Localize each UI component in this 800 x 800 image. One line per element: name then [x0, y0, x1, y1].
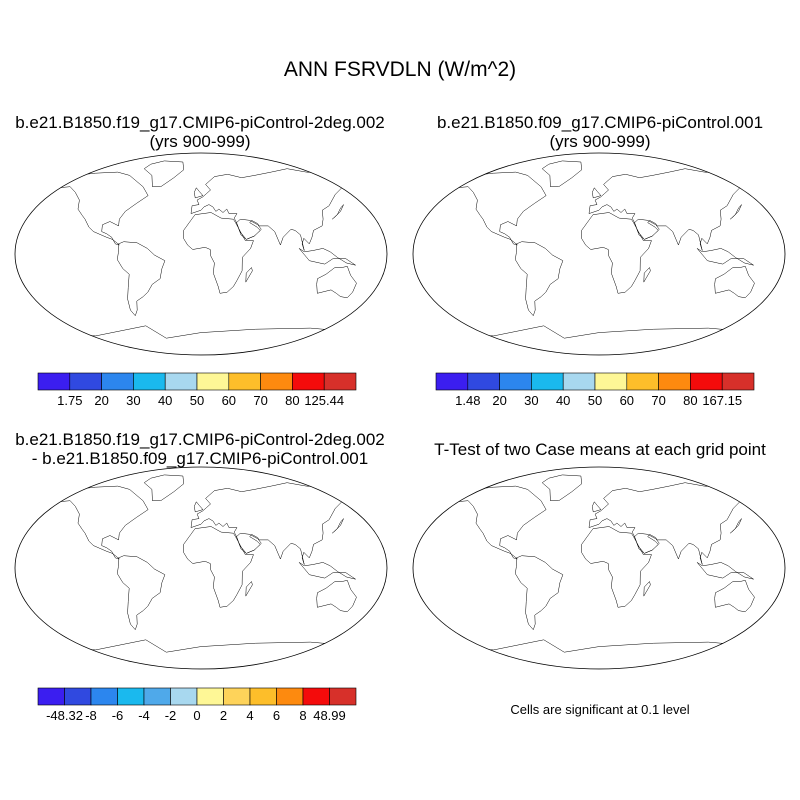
- colorbar-swatch: [626, 372, 659, 391]
- colorbar-tick-label: 48.99: [313, 708, 346, 723]
- colorbar-tick-label: 1.75: [57, 393, 82, 408]
- colorbar-tick-label: 40: [158, 393, 172, 408]
- colorbar-swatch: [531, 372, 564, 391]
- colorbar-swatch: [164, 372, 198, 391]
- colorbar-swatch: [594, 372, 628, 391]
- colorbar-tick-label: -2: [165, 708, 177, 723]
- colorbar-swatch: [499, 372, 532, 391]
- colorbar-tick-label: 6: [273, 708, 280, 723]
- colorbar-swatch: [90, 687, 118, 706]
- colorbar-tick-label: -4: [138, 708, 150, 723]
- colorbar-swatch: [37, 372, 71, 391]
- significance-note: Cells are significant at 0.1 level: [510, 702, 690, 717]
- colorbar-swatch: [223, 687, 251, 706]
- panel-difference-title: b.e21.B1850.f19_g17.CMIP6-piControl-2deg…: [0, 430, 400, 468]
- colorbar-case2: 1.48 20 30 40 50 60 70 80 167.15: [435, 372, 755, 408]
- colorbar-tick-label: 70: [253, 393, 267, 408]
- colorbar-tick-label: 80: [683, 393, 697, 408]
- colorbar-tick-label: 167.15: [702, 393, 742, 408]
- panel-ttest-title-line1: T-Test of two Case means at each grid po…: [434, 440, 766, 459]
- colorbar-tick-label: 1.48: [455, 393, 480, 408]
- panel-ttest-title: T-Test of two Case means at each grid po…: [400, 440, 800, 459]
- colorbar-tick-label: 30: [524, 393, 538, 408]
- colorbar-tick-label: 50: [190, 393, 204, 408]
- panel-case2-title: b.e21.B1850.f09_g17.CMIP6-piControl.001 …: [400, 113, 800, 151]
- colorbar-swatch: [117, 687, 145, 706]
- colorbar-swatch: [143, 687, 171, 706]
- panel-case2-title-line2: (yrs 900-999): [549, 132, 651, 151]
- panel-difference-title-line1: b.e21.B1850.f19_g17.CMIP6-piControl-2deg…: [15, 430, 385, 449]
- colorbar-tick-label: 2: [220, 708, 227, 723]
- colorbar-swatch: [658, 372, 691, 391]
- colorbar-swatch: [467, 372, 500, 391]
- colorbar-swatch: [249, 687, 277, 706]
- colorbar-swatch: [37, 687, 65, 706]
- panel-case1-title: b.e21.B1850.f19_g17.CMIP6-piControl-2deg…: [0, 113, 400, 151]
- colorbar-case1: 1.75 20 30 40 50 60 70 80 125.44: [37, 372, 357, 408]
- colorbar-swatch: [69, 372, 102, 391]
- colorbar-swatch: [260, 372, 293, 391]
- colorbar-tick-label: 20: [94, 393, 108, 408]
- map-case2: [412, 152, 786, 356]
- colorbar-swatch: [64, 687, 92, 706]
- map-case1: [14, 152, 388, 356]
- colorbar-tick-label: 60: [222, 393, 236, 408]
- map-ttest: [412, 466, 786, 670]
- colorbar-tick-label: 4: [246, 708, 253, 723]
- colorbar-swatch: [196, 372, 230, 391]
- colorbar-swatch: [329, 687, 357, 706]
- map-difference: [14, 466, 388, 670]
- colorbar-tick-label: 60: [620, 393, 634, 408]
- colorbar-swatch: [302, 687, 330, 706]
- colorbar-tick-label: 70: [651, 393, 665, 408]
- colorbar-tick-label: 0: [193, 708, 200, 723]
- colorbar-tick-label: -8: [85, 708, 97, 723]
- colorbar-tick-label: 30: [126, 393, 140, 408]
- colorbar-swatch: [228, 372, 261, 391]
- colorbar-difference: -48.32 -8 -6 -4 -2 0 2 4 6 8 48.99: [37, 687, 357, 723]
- figure-title: ANN FSRVDLN (W/m^2): [283, 58, 517, 81]
- colorbar-swatch: [721, 372, 755, 391]
- panel-case1-title-line1: b.e21.B1850.f19_g17.CMIP6-piControl-2deg…: [15, 113, 385, 132]
- colorbar-tick-label: -48.32: [46, 708, 83, 723]
- colorbar-swatch: [133, 372, 166, 391]
- colorbar-swatch: [323, 372, 357, 391]
- colorbar-tick-label: 125.44: [304, 393, 344, 408]
- colorbar-swatch: [170, 687, 198, 706]
- colorbar-swatch: [196, 687, 224, 706]
- colorbar-tick-label: 8: [299, 708, 306, 723]
- colorbar-tick-label: -6: [112, 708, 124, 723]
- colorbar-tick-label: 20: [492, 393, 506, 408]
- colorbar-swatch: [690, 372, 723, 391]
- panel-difference-title-line2: - b.e21.B1850.f09_g17.CMIP6-piControl.00…: [31, 449, 369, 468]
- colorbar-tick-label: 80: [285, 393, 299, 408]
- colorbar-swatch: [101, 372, 134, 391]
- colorbar-tick-label: 40: [556, 393, 570, 408]
- panel-case1-title-line2: (yrs 900-999): [149, 132, 251, 151]
- colorbar-swatch: [276, 687, 304, 706]
- panel-case2-title-line1: b.e21.B1850.f09_g17.CMIP6-piControl.001: [436, 113, 764, 132]
- colorbar-swatch: [435, 372, 469, 391]
- colorbar-swatch: [562, 372, 596, 391]
- colorbar-swatch: [292, 372, 325, 391]
- colorbar-tick-label: 50: [588, 393, 602, 408]
